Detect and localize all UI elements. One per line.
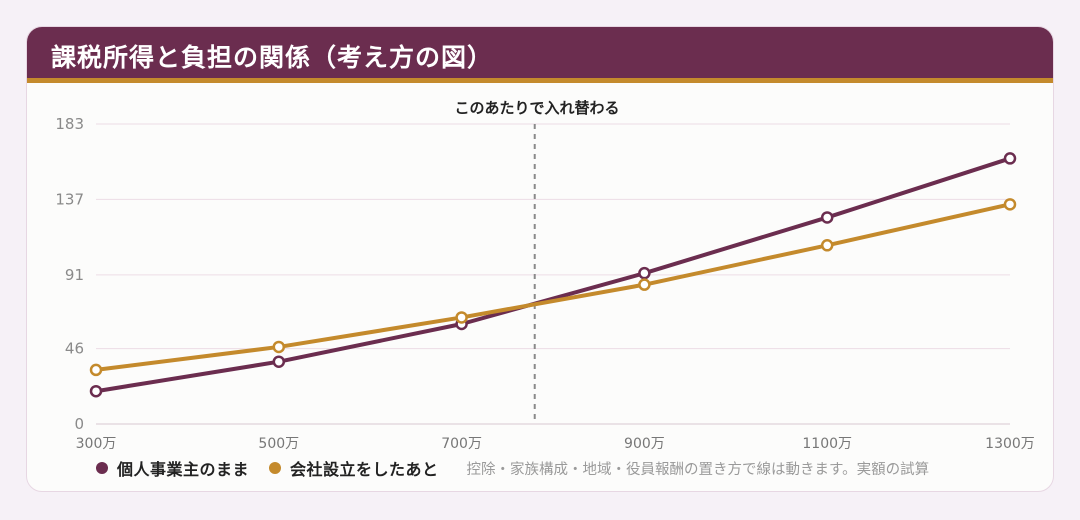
series-line-corporate bbox=[94, 202, 1012, 372]
data-point-corporate bbox=[455, 311, 468, 324]
y-tick-label: 91 bbox=[65, 266, 84, 284]
data-point-personal bbox=[820, 211, 834, 224]
x-tick-label: 1300万 bbox=[985, 436, 1035, 452]
footnote: 控除・家族構成・地域・役員報酬の置き方で線は動きます。実額の試算 bbox=[466, 461, 930, 478]
data-point-personal bbox=[272, 355, 286, 368]
y-tick-label: 0 bbox=[74, 415, 84, 433]
x-tick-label: 300万 bbox=[76, 436, 117, 452]
data-point-corporate bbox=[1003, 198, 1017, 211]
data-point-corporate bbox=[89, 363, 103, 377]
legend-marker-personal bbox=[96, 462, 108, 474]
x-tick-label: 700万 bbox=[441, 436, 482, 452]
series-line-personal bbox=[94, 156, 1012, 394]
data-point-personal bbox=[638, 266, 651, 280]
x-tick-label: 900万 bbox=[624, 436, 665, 452]
legend: 個人事業主のまま 会社設立をしたあと 控除・家族構成・地域・役員報酬の置き方で線… bbox=[96, 456, 1080, 480]
x-tick-label: 500万 bbox=[258, 436, 299, 452]
data-point-corporate bbox=[820, 239, 834, 252]
legend-item-corporate: 会社設立をしたあと bbox=[269, 456, 439, 480]
legend-item-personal: 個人事業主のまま bbox=[96, 456, 249, 480]
chart-header: 課税所得と負担の関係（考え方の図） bbox=[27, 27, 1053, 83]
data-point-personal bbox=[89, 384, 103, 398]
crossover-annotation: このあたりで入れ替わる bbox=[454, 99, 620, 424]
grid-lines bbox=[96, 123, 1010, 425]
chart-card: 課税所得と負担の関係（考え方の図） bbox=[26, 26, 1054, 492]
data-point-personal bbox=[1003, 152, 1017, 165]
x-axis-ticks: 300万 500万 700万 900万 1100万 1300万 bbox=[76, 436, 1035, 452]
legend-marker-corporate bbox=[269, 462, 282, 474]
data-point-corporate bbox=[272, 340, 286, 354]
series-lines bbox=[89, 152, 1017, 398]
y-axis-ticks: 0 46 91 137 183 bbox=[55, 115, 84, 433]
y-tick-label: 183 bbox=[55, 115, 84, 133]
y-tick-label: 46 bbox=[65, 340, 84, 358]
y-tick-label: 137 bbox=[55, 190, 84, 208]
x-tick-label: 1100万 bbox=[802, 436, 852, 452]
chart-title: 課税所得と負担の関係（考え方の図） bbox=[51, 43, 494, 72]
data-point-corporate bbox=[638, 278, 651, 291]
annotation-label: このあたりで入れ替わる bbox=[454, 99, 619, 117]
legend-label-corporate: 会社設立をしたあと bbox=[290, 460, 439, 479]
legend-label-personal: 個人事業主のまま bbox=[117, 460, 250, 479]
